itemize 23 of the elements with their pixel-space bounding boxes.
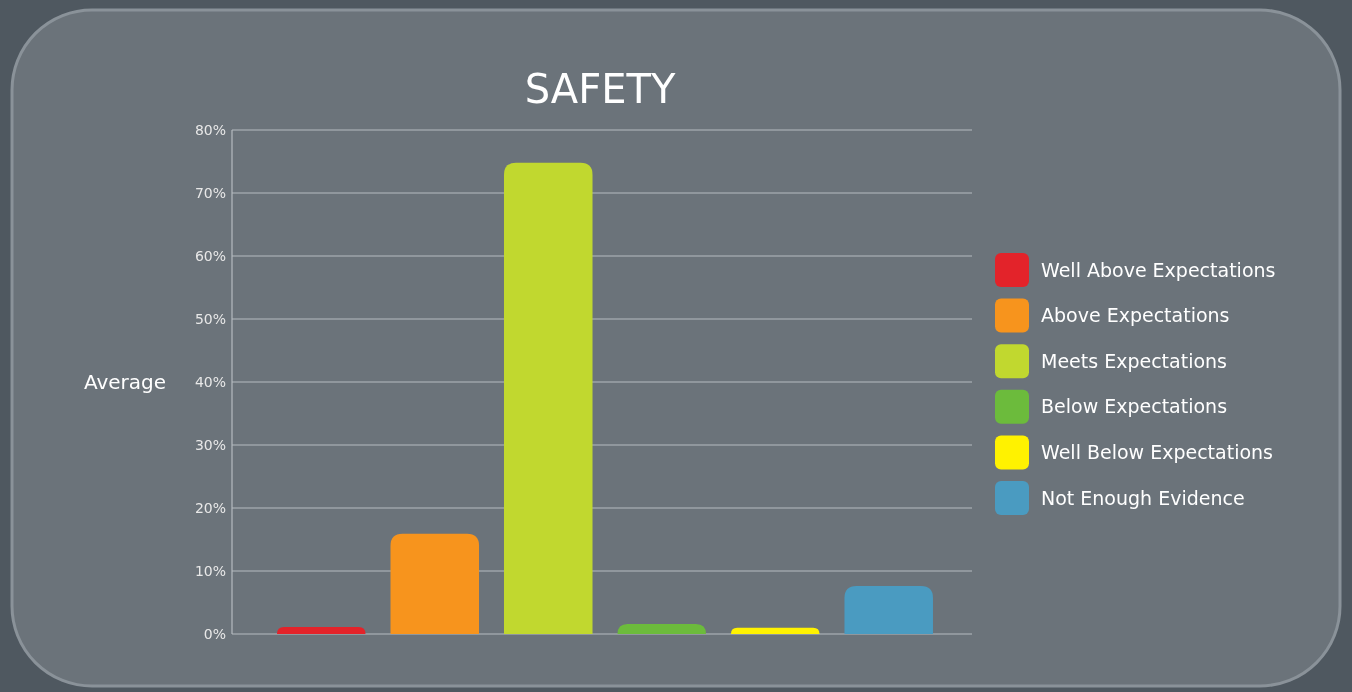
bar — [730, 627, 820, 634]
legend-label: Not Enough Evidence — [1041, 486, 1245, 509]
legend-label: Well Below Expectations — [1041, 441, 1273, 464]
bar — [277, 627, 366, 634]
bar — [390, 533, 480, 634]
legend-label: Below Expectations — [1041, 395, 1228, 418]
y-tick-label: 0% — [203, 625, 226, 642]
y-tick-label: 10% — [194, 562, 226, 579]
legend-label: Above Expectations — [1041, 304, 1230, 327]
y-tick-label: 60% — [194, 247, 226, 264]
y-tick-label: 30% — [194, 436, 226, 453]
y-tick-label: 20% — [194, 499, 226, 516]
y-axis-title: Average — [83, 370, 167, 394]
y-tick-label: 80% — [194, 121, 226, 138]
legend-label: Well Above Expectations — [1041, 258, 1276, 281]
y-tick-label: 70% — [194, 184, 226, 201]
bar — [617, 623, 707, 634]
bar — [503, 162, 593, 634]
chart-title: SAFETY — [524, 66, 676, 112]
y-tick-label: 40% — [194, 373, 226, 390]
bar — [844, 586, 933, 634]
legend-label: Meets Expectations — [1041, 349, 1227, 372]
y-tick-label: 50% — [194, 310, 226, 327]
